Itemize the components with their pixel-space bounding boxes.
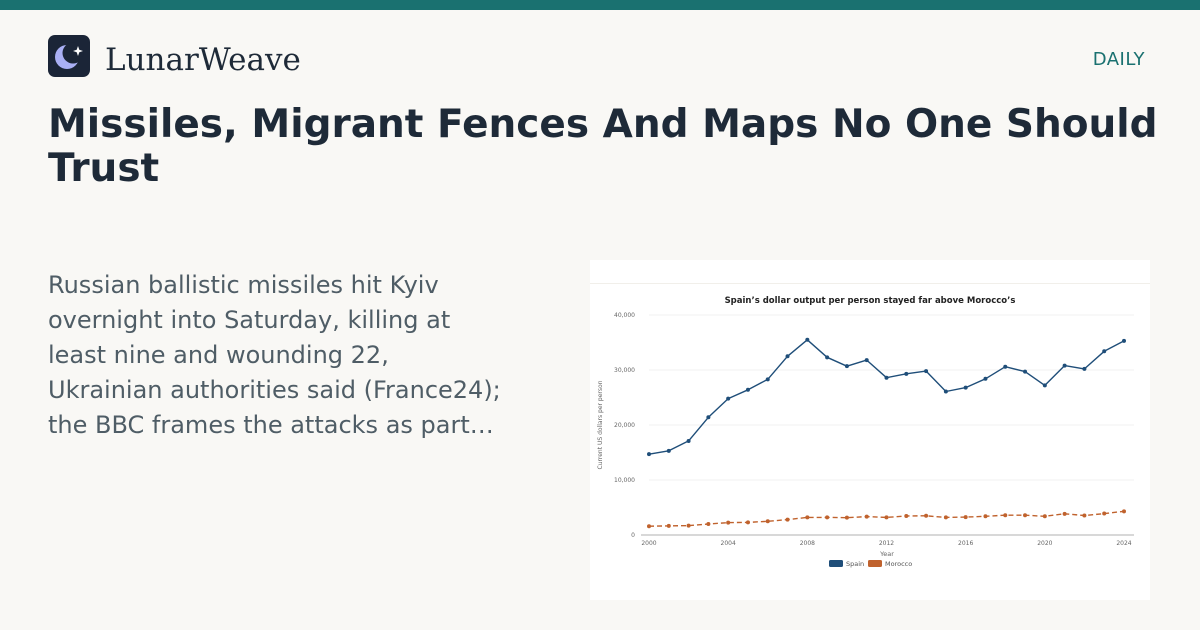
data-point-spain [943,389,948,394]
series-line-spain [648,339,1125,455]
data-point-morocco [1062,511,1067,516]
data-point-morocco [983,514,988,519]
chart-x-axis-label: Year [879,550,894,558]
y-tick-label: 30,000 [614,367,635,374]
x-tick-label: 2012 [879,540,894,547]
data-point-spain [983,376,988,381]
y-tick-label: 10,000 [614,477,635,484]
data-point-spain [1023,369,1028,374]
data-point-morocco [963,515,968,520]
data-point-spain [904,371,909,376]
x-tick-label: 2000 [641,540,656,547]
x-tick-label: 2020 [1037,540,1052,547]
top-accent-bar [0,0,1200,10]
data-point-spain [884,375,889,380]
data-point-morocco [1082,513,1087,518]
data-point-morocco [1003,513,1008,518]
data-point-morocco [864,514,869,519]
chart-series [647,337,1126,529]
data-point-spain [924,369,929,374]
chart-legend: Spain Morocco [829,560,912,568]
data-point-spain [1122,338,1126,343]
brand-name[interactable]: LunarWeave [105,42,301,78]
data-point-morocco [647,524,651,529]
data-point-spain [864,358,869,363]
data-point-morocco [765,519,770,524]
data-point-morocco [666,523,671,528]
data-point-morocco [904,514,909,519]
x-tick-label: 2008 [800,540,815,547]
data-point-spain [745,387,750,392]
data-point-morocco [1122,509,1126,514]
data-point-morocco [1042,514,1047,519]
data-point-spain [825,355,830,360]
data-point-spain [805,337,810,342]
data-point-spain [1042,383,1047,388]
data-point-morocco [726,520,731,525]
data-point-morocco [785,517,790,522]
chart-card: Spain’s dollar output per person stayed … [590,260,1150,600]
x-tick-label: 2016 [958,540,973,547]
data-point-spain [686,438,691,443]
data-point-morocco [706,522,711,526]
x-tick-label: 2024 [1116,540,1131,547]
legend-label-spain: Spain [846,560,864,568]
legend-swatch-spain [829,560,843,567]
article-headline: Missiles, Migrant Fences And Maps No One… [48,102,1158,191]
legend-label-morocco: Morocco [885,560,912,568]
data-point-spain [726,396,731,401]
data-point-morocco [825,515,830,520]
data-point-morocco [844,515,849,520]
data-point-spain [963,385,968,390]
section-label[interactable]: DAILY [1092,49,1145,70]
data-point-morocco [1023,513,1028,518]
data-point-morocco [884,515,889,520]
chart-card-header-band [590,260,1150,284]
data-point-morocco [1102,511,1107,516]
data-point-morocco [943,515,948,520]
legend-swatch-morocco [868,560,882,567]
data-point-morocco [686,523,691,528]
y-tick-label: 0 [631,532,635,539]
data-point-spain [1102,349,1107,354]
chart-axes: 0 10,000 20,000 30,000 40,000 2000 2004 2008 201… [614,312,1134,547]
crescent-moon-sparkle-icon [55,42,84,69]
data-point-morocco [745,520,750,525]
data-point-spain [765,377,770,382]
y-tick-label: 20,000 [614,422,635,429]
data-point-spain [1082,366,1087,371]
chart-gridlines [649,314,1134,481]
data-point-spain [1062,363,1067,368]
data-point-spain [666,448,671,453]
data-point-spain [785,354,790,359]
data-point-spain [1003,364,1008,369]
y-tick-label: 40,000 [614,312,635,319]
gdp-line-chart: Spain’s dollar output per person stayed … [597,296,1134,568]
chart-title: Spain’s dollar output per person stayed … [725,296,1016,306]
article-summary: Russian ballistic missiles hit Kyiv over… [48,271,501,439]
chart-y-axis-label: Current US dollars per person [597,380,604,469]
data-point-morocco [805,515,810,520]
data-point-morocco [924,513,929,518]
data-point-spain [647,452,651,457]
x-tick-label: 2004 [721,540,736,547]
data-point-spain [844,364,849,369]
data-point-spain [706,415,711,420]
brand-logo[interactable] [48,35,90,77]
